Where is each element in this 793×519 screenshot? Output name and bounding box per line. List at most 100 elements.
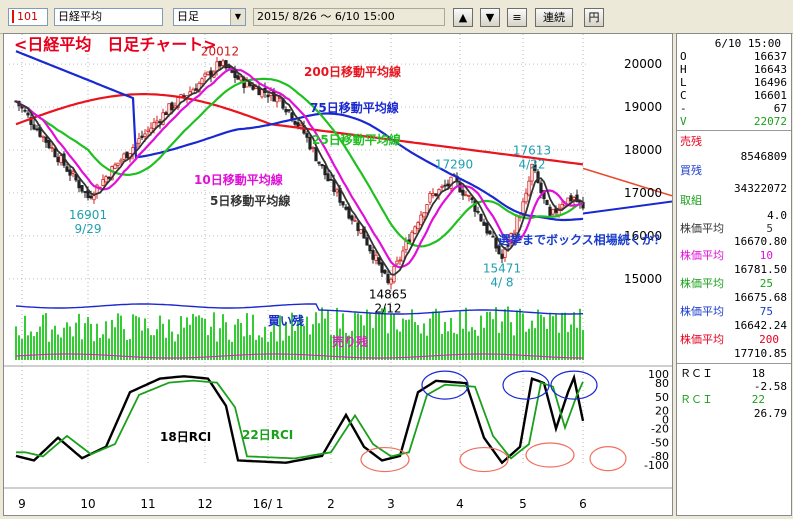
oversold-ellipse — [525, 442, 575, 468]
candle-body — [326, 173, 330, 182]
rci-tick-label: 0 — [662, 414, 669, 427]
volume-bar — [366, 309, 368, 360]
sell-remain-line — [15, 353, 583, 359]
volume-bar — [168, 319, 170, 360]
candle-body — [236, 75, 240, 80]
ohlc-value: 16643 — [753, 63, 787, 76]
candle-body — [65, 166, 69, 172]
volume-bar — [15, 326, 17, 360]
rci-value: 26.79 — [753, 407, 787, 420]
volume-bar — [102, 334, 104, 360]
volume-bar — [159, 315, 161, 360]
comment-text: 選挙までボックス相場続くか？ — [498, 232, 666, 247]
volume-bar — [243, 336, 245, 360]
candle-body — [569, 195, 573, 202]
code-field[interactable]: 101 — [8, 8, 48, 26]
volume-bar — [465, 307, 467, 360]
volume-bar — [546, 328, 548, 360]
period-select[interactable]: 日足 ▼ — [173, 8, 246, 26]
ma25-label-row: 株価平均 25 — [680, 277, 787, 290]
candle-body — [377, 257, 381, 265]
chart-labels: 2000019000180001700016000150001008050200… — [14, 35, 669, 511]
rci-tick-label: 100 — [648, 368, 669, 381]
x-tick-label: 3 — [387, 497, 395, 511]
rci18-label-row: ＲＣＩ 18 — [680, 367, 787, 380]
scroll-down-button[interactable]: ▼ — [480, 8, 500, 27]
candle-body — [422, 212, 426, 218]
volume-bar — [36, 332, 38, 360]
volume-bar — [144, 318, 146, 360]
continuous-button[interactable]: 連続 — [535, 8, 573, 27]
candle-body — [26, 112, 30, 116]
scroll-up-button[interactable]: ▲ — [453, 8, 473, 27]
volume-bar — [87, 317, 89, 360]
volume-bar — [240, 322, 242, 360]
candle-body — [386, 273, 390, 284]
candle-body — [146, 129, 150, 132]
ohlc-row-open: O 16637 — [680, 50, 787, 63]
candle-body — [224, 60, 228, 69]
x-tick-label: 6 — [579, 497, 587, 511]
x-tick-label: 9 — [18, 497, 26, 511]
volume-bar — [267, 341, 269, 360]
volume-bar — [114, 327, 116, 360]
ohlc-row-volume: V 22072 — [680, 115, 787, 128]
candle-body — [428, 193, 432, 203]
candle-body — [413, 226, 417, 234]
kumi-label-row: 取組 — [680, 194, 787, 207]
x-tick-label: 5 — [519, 497, 527, 511]
candle-body — [317, 161, 321, 164]
volume-bar — [537, 309, 539, 360]
volume-bar — [345, 332, 347, 360]
volume-bar — [210, 326, 212, 360]
volume-bar — [579, 308, 581, 360]
buy-remain-value-row: 34322072 — [680, 182, 787, 195]
volume-bar — [444, 322, 446, 360]
ohlc-value: 16601 — [753, 89, 787, 102]
volume-bar — [141, 330, 143, 360]
volume-bar — [522, 313, 524, 360]
candle-body — [356, 222, 360, 232]
ohlc-row-change: - 67 — [680, 102, 787, 115]
volume-bar — [309, 334, 311, 360]
volume-bar — [300, 314, 302, 360]
price-annotation: 17290 — [435, 157, 473, 171]
price-tick-label: 17000 — [624, 186, 662, 200]
x-tick-label: 11 — [140, 497, 155, 511]
candle-body — [470, 197, 474, 201]
candle-body — [239, 76, 243, 81]
volume-bar — [177, 334, 179, 360]
volume-bar — [330, 335, 332, 360]
buy-remain-label: 買い残 — [268, 313, 304, 328]
symbol-name-field[interactable]: 日経平均 — [54, 8, 163, 26]
moving-average-line — [15, 63, 584, 276]
rci-value: -2.58 — [753, 380, 787, 393]
series-label: 5日移動平均線 — [210, 193, 290, 208]
candle-body — [155, 120, 159, 124]
rci-tick-label: -50 — [651, 436, 669, 449]
candle-body — [104, 176, 108, 183]
date-range-text: 2015/ 8/26 ～ 6/10 15:00 — [257, 10, 395, 23]
yen-button[interactable]: 円 — [584, 8, 604, 27]
volume-bar — [402, 318, 404, 360]
volume-bar — [327, 310, 329, 360]
volume-bar — [303, 325, 305, 360]
candle-body — [485, 222, 489, 234]
candle-body — [371, 250, 375, 260]
x-tick-label: 10 — [80, 497, 95, 511]
menu-button[interactable]: ≡ — [507, 8, 527, 27]
candle-body — [443, 184, 447, 187]
oversold-ellipse — [360, 446, 410, 473]
volume-bar — [129, 338, 131, 360]
volume-bar — [204, 318, 206, 360]
chart-area[interactable]: 20000 19000 18000 17000 16000 15000 100 80 50 20 0… — [3, 33, 673, 516]
candle-body — [494, 237, 498, 249]
volume-bar — [96, 323, 98, 360]
volume-bar — [105, 321, 107, 360]
candle-body — [431, 193, 435, 196]
ohlc-row-close: C 16601 — [680, 89, 787, 102]
price-annotation: 20012 — [201, 45, 239, 59]
chart-title: <日経平均 日足チャート> — [14, 35, 217, 54]
chevron-down-icon[interactable]: ▼ — [230, 9, 245, 25]
sell-remain-label: 売り残 — [332, 334, 368, 349]
